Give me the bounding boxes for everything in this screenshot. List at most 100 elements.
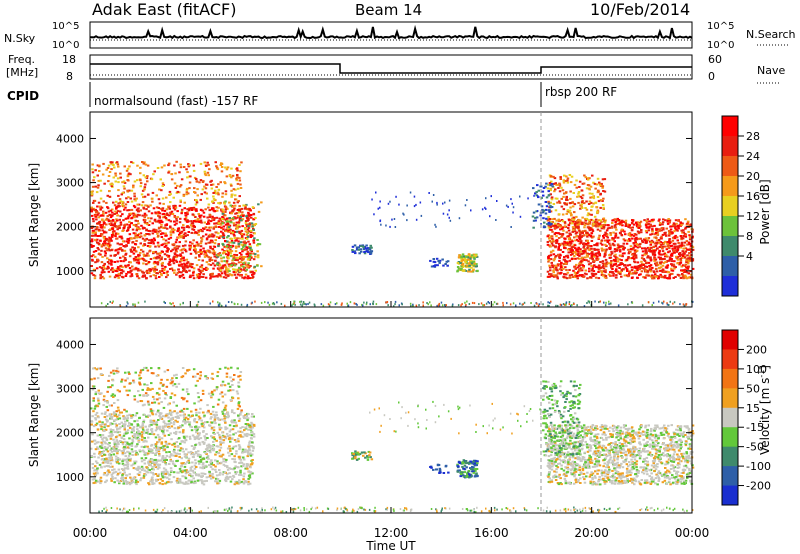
data-cell: [616, 243, 620, 246]
data-cell: [115, 232, 118, 235]
data-cell: [146, 415, 149, 418]
data-cell: [252, 252, 255, 255]
data-cell: [90, 234, 94, 237]
data-cell: [590, 218, 593, 221]
data-cell: [202, 423, 205, 426]
data-cell: [211, 183, 215, 186]
data-cell: [179, 249, 182, 252]
data-cell: [595, 220, 599, 223]
data-cell: [103, 244, 106, 247]
data-cell: [136, 259, 140, 262]
data-cell: [102, 200, 105, 203]
data-cell: [664, 266, 668, 269]
data-cell: [149, 242, 153, 245]
data-cell: [442, 212, 445, 215]
data-cell: [148, 245, 152, 248]
data-cell: [650, 241, 653, 244]
data-cell: [580, 201, 584, 204]
data-cell: [369, 244, 372, 247]
data-cell: [585, 187, 589, 190]
data-cell: [622, 238, 626, 241]
data-cell: [241, 211, 244, 214]
data-cell: [159, 207, 163, 210]
data-cell: [213, 255, 216, 258]
data-cell: [244, 273, 248, 276]
data-cell: [252, 228, 255, 231]
data-cell: [587, 260, 590, 263]
data-cell: [127, 226, 130, 229]
data-cell: [580, 197, 584, 200]
data-cell: [624, 266, 628, 269]
data-cell: [179, 260, 182, 263]
data-cell: [606, 224, 610, 227]
data-cell: [236, 273, 240, 276]
data-cell: [161, 226, 165, 229]
data-cell: [217, 220, 221, 223]
data-cell: [547, 190, 550, 193]
data-cell: [542, 194, 545, 197]
data-cell: [684, 218, 687, 221]
data-cell: [156, 467, 160, 470]
data-cell: [593, 255, 596, 258]
data-cell: [192, 239, 195, 242]
data-cell: [664, 231, 667, 234]
data-cell: [666, 271, 670, 274]
data-cell: [220, 163, 224, 165]
data-cell: [152, 433, 156, 436]
data-cell: [558, 213, 561, 216]
data-cell: [95, 422, 99, 425]
data-cell: [238, 225, 241, 228]
data-cell: [418, 304, 420, 307]
data-cell: [200, 266, 203, 269]
data-cell: [175, 160, 178, 163]
data-cell: [232, 241, 236, 244]
data-cell: [512, 206, 515, 209]
data-cell: [199, 209, 203, 211]
data-cell: [94, 234, 97, 237]
data-cell: [573, 183, 577, 186]
data-cell: [677, 245, 680, 248]
data-cell: [662, 245, 665, 248]
data-cell: [580, 203, 583, 206]
data-cell: [592, 202, 595, 205]
data-cell: [204, 174, 208, 177]
data-cell: [158, 453, 161, 455]
data-cell: [679, 259, 683, 262]
data-cell: [579, 267, 582, 270]
data-cell: [120, 235, 123, 238]
data-cell: [155, 420, 159, 423]
data-cell: [635, 225, 639, 228]
data-cell: [117, 251, 120, 254]
data-cell: [160, 226, 163, 229]
data-cell: [233, 216, 236, 219]
data-cell: [108, 445, 111, 447]
data-cell: [691, 267, 695, 270]
data-cell: [216, 168, 220, 171]
data-cell: [602, 236, 605, 239]
data-cell: [549, 258, 553, 261]
data-cell: [129, 212, 132, 215]
data-cell: [505, 204, 508, 207]
data-cell: [562, 258, 566, 261]
data-cell: [133, 213, 137, 216]
data-cell: [203, 250, 206, 253]
data-cell: [126, 179, 129, 181]
data-cell: [225, 261, 229, 264]
data-cell: [119, 223, 123, 226]
data-cell: [215, 254, 219, 257]
data-cell: [216, 482, 219, 485]
data-cell: [435, 225, 437, 228]
data-cell: [236, 216, 239, 219]
data-cell: [116, 260, 119, 263]
data-cell: [618, 245, 622, 248]
data-cell: [665, 227, 668, 230]
data-cell: [208, 472, 211, 475]
data-cell: [151, 191, 155, 194]
data-cell: [115, 205, 118, 208]
data-cell: [668, 221, 671, 223]
data-cell: [222, 225, 226, 228]
data-cell: [574, 232, 578, 235]
data-cell: [251, 276, 255, 278]
data-cell: [575, 253, 578, 255]
data-cell: [238, 232, 241, 234]
